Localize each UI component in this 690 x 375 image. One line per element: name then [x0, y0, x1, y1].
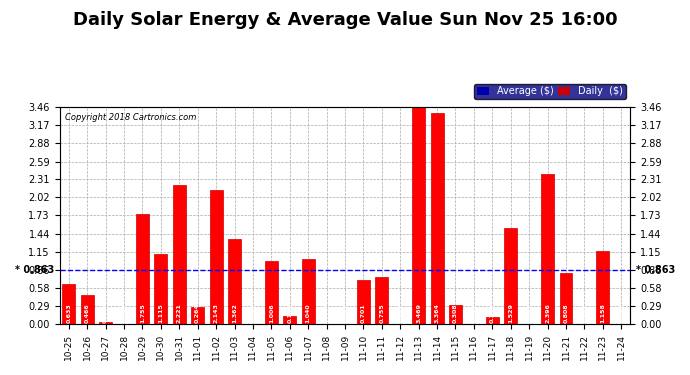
Bar [191, 308, 204, 324]
Bar [62, 284, 75, 324]
Bar [504, 228, 518, 324]
Text: 0.000: 0.000 [121, 304, 126, 323]
Bar [357, 280, 370, 324]
Bar [155, 254, 167, 324]
Text: 1.115: 1.115 [159, 303, 164, 323]
Text: 0.308: 0.308 [453, 304, 458, 323]
Bar [99, 322, 112, 324]
Text: 0.000: 0.000 [619, 304, 624, 323]
Text: 0.116: 0.116 [490, 304, 495, 323]
Bar [412, 106, 425, 324]
Bar [486, 317, 499, 324]
Text: 0.755: 0.755 [380, 304, 384, 323]
Text: 0.030: 0.030 [103, 304, 108, 323]
Text: 0.264: 0.264 [195, 304, 200, 323]
Text: 3.364: 3.364 [435, 303, 440, 323]
Text: 1.529: 1.529 [509, 303, 513, 323]
Bar [228, 238, 241, 324]
Bar [136, 214, 149, 324]
Bar [375, 277, 388, 324]
Text: 1.006: 1.006 [269, 304, 274, 323]
Bar [541, 174, 554, 324]
Text: 1.158: 1.158 [600, 303, 605, 323]
Text: Copyright 2018 Cartronics.com: Copyright 2018 Cartronics.com [66, 114, 197, 123]
Text: 0.000: 0.000 [342, 304, 348, 323]
Text: 1.755: 1.755 [140, 303, 145, 323]
Bar [449, 305, 462, 324]
Text: 0.808: 0.808 [564, 304, 569, 323]
Bar [284, 315, 296, 324]
Text: 2.143: 2.143 [214, 303, 219, 323]
Bar [210, 190, 223, 324]
Text: 0.000: 0.000 [324, 304, 329, 323]
Bar [596, 251, 609, 324]
Legend: Average ($), Daily  ($): Average ($), Daily ($) [474, 84, 626, 99]
Text: 0.466: 0.466 [85, 304, 90, 323]
Text: * 0.863: * 0.863 [14, 265, 54, 275]
Text: 0.000: 0.000 [582, 304, 587, 323]
Text: 3.469: 3.469 [416, 303, 421, 323]
Bar [302, 259, 315, 324]
Bar [431, 113, 444, 324]
Text: 1.362: 1.362 [232, 303, 237, 323]
Text: 1.040: 1.040 [306, 304, 310, 323]
Text: 0.701: 0.701 [361, 304, 366, 323]
Bar [560, 273, 573, 324]
Bar [172, 184, 186, 324]
Text: 0.000: 0.000 [471, 304, 476, 323]
Bar [265, 261, 278, 324]
Text: 2.396: 2.396 [545, 303, 550, 323]
Text: 0.000: 0.000 [397, 304, 403, 323]
Bar [81, 295, 94, 324]
Text: 0.633: 0.633 [66, 304, 71, 323]
Text: 0.000: 0.000 [250, 304, 255, 323]
Text: * 0.863: * 0.863 [636, 265, 676, 275]
Text: Daily Solar Energy & Average Value Sun Nov 25 16:00: Daily Solar Energy & Average Value Sun N… [72, 11, 618, 29]
Text: 0.000: 0.000 [526, 304, 531, 323]
Text: 0.135: 0.135 [287, 304, 293, 323]
Text: 2.221: 2.221 [177, 303, 181, 323]
